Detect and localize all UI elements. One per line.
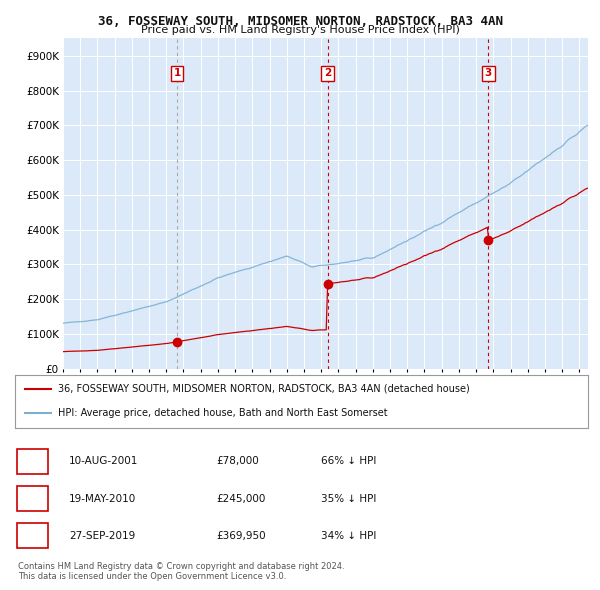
Text: 1: 1: [29, 457, 36, 466]
Text: 66% ↓ HPI: 66% ↓ HPI: [321, 457, 376, 466]
Text: £78,000: £78,000: [216, 457, 259, 466]
Text: 36, FOSSEWAY SOUTH, MIDSOMER NORTON, RADSTOCK, BA3 4AN (detached house): 36, FOSSEWAY SOUTH, MIDSOMER NORTON, RAD…: [58, 384, 470, 394]
Text: 19-MAY-2010: 19-MAY-2010: [69, 494, 136, 503]
Text: Contains HM Land Registry data © Crown copyright and database right 2024.: Contains HM Land Registry data © Crown c…: [18, 562, 344, 571]
Text: 3: 3: [485, 68, 492, 78]
Text: 3: 3: [29, 531, 36, 540]
Text: 36, FOSSEWAY SOUTH, MIDSOMER NORTON, RADSTOCK, BA3 4AN: 36, FOSSEWAY SOUTH, MIDSOMER NORTON, RAD…: [97, 15, 503, 28]
Text: £369,950: £369,950: [216, 531, 266, 540]
Text: 2: 2: [324, 68, 331, 78]
Text: This data is licensed under the Open Government Licence v3.0.: This data is licensed under the Open Gov…: [18, 572, 286, 581]
Text: 2: 2: [29, 494, 36, 503]
Text: £245,000: £245,000: [216, 494, 265, 503]
Text: 34% ↓ HPI: 34% ↓ HPI: [321, 531, 376, 540]
Text: 1: 1: [173, 68, 181, 78]
Text: 35% ↓ HPI: 35% ↓ HPI: [321, 494, 376, 503]
Text: 27-SEP-2019: 27-SEP-2019: [69, 531, 135, 540]
Text: 10-AUG-2001: 10-AUG-2001: [69, 457, 139, 466]
Text: HPI: Average price, detached house, Bath and North East Somerset: HPI: Average price, detached house, Bath…: [58, 408, 388, 418]
Text: Price paid vs. HM Land Registry's House Price Index (HPI): Price paid vs. HM Land Registry's House …: [140, 25, 460, 35]
